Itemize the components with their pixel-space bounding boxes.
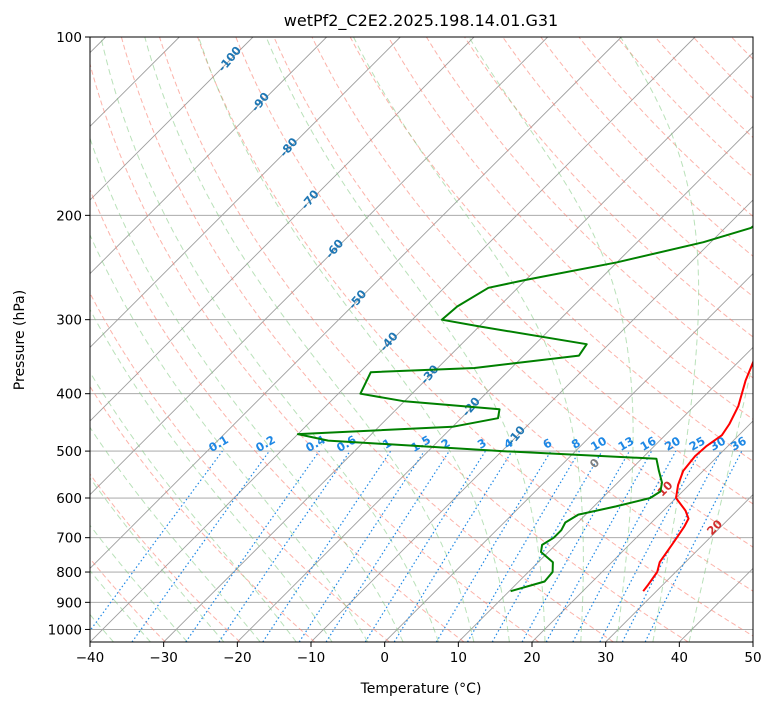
x-tick-label: 30: [597, 650, 614, 666]
x-tick-label: 10: [450, 650, 467, 666]
y-tick-label: 200: [56, 208, 82, 224]
y-tick-label: 500: [56, 444, 82, 460]
y-tick-label: 700: [56, 531, 82, 547]
x-tick-label: −20: [223, 650, 252, 666]
x-axis-label: Temperature (°C): [360, 681, 482, 697]
y-tick-label: 400: [56, 387, 82, 403]
x-tick-label: 50: [744, 650, 761, 666]
x-tick-label: −40: [76, 650, 105, 666]
y-tick-label: 600: [56, 491, 82, 507]
x-tick-label: 40: [671, 650, 688, 666]
y-tick-label: 800: [56, 565, 82, 581]
x-tick-label: 0: [380, 650, 389, 666]
x-tick-label: −10: [297, 650, 326, 666]
y-tick-label: 300: [56, 313, 82, 329]
chart-title: wetPf2_C2E2.2025.198.14.01.G31: [284, 11, 558, 31]
x-tick-label: −30: [149, 650, 178, 666]
y-tick-label: 100: [56, 30, 82, 46]
y-tick-label: 900: [56, 595, 82, 611]
y-axis-label: Pressure (hPa): [12, 290, 28, 390]
y-tick-label: 1000: [48, 622, 82, 638]
x-tick-label: 20: [523, 650, 540, 666]
